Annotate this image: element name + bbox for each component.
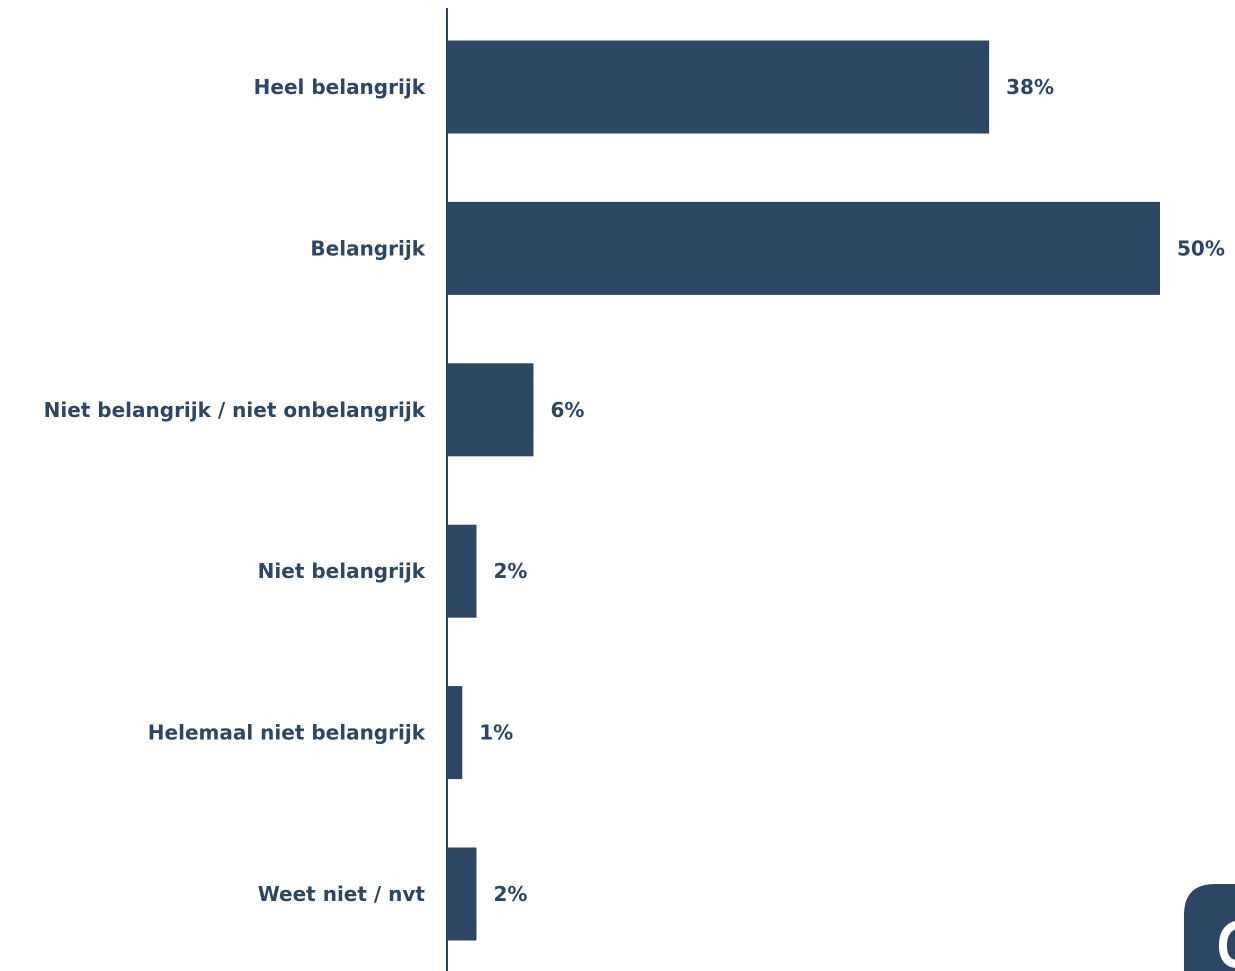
value-label: 50% <box>1177 236 1225 260</box>
bar <box>448 847 477 941</box>
category-label: Helemaal niet belangrijk <box>148 721 426 745</box>
bar <box>448 686 463 780</box>
value-label: 38% <box>1006 75 1054 99</box>
value-label: 2% <box>493 559 527 583</box>
value-label: 6% <box>550 398 584 422</box>
value-labels: 38% 50% 6% 2% 1% 2% <box>479 75 1225 906</box>
bar <box>448 40 990 134</box>
value-label: 1% <box>479 721 513 745</box>
bar <box>448 524 477 618</box>
category-label: Niet belangrijk <box>258 559 426 583</box>
category-label: Niet belangrijk / niet onbelangrijk <box>44 398 426 422</box>
bars-layer <box>448 40 1160 941</box>
category-label: Weet niet / nvt <box>258 882 426 906</box>
category-label: Belangrijk <box>310 236 425 260</box>
bar <box>448 201 1160 295</box>
value-label: 2% <box>493 882 527 906</box>
category-label: Heel belangrijk <box>254 75 426 99</box>
brand-logo-icon <box>1184 884 1235 971</box>
category-labels: Heel belangrijk Belangrijk Niet belangrijk… <box>44 75 426 906</box>
bar <box>448 363 534 457</box>
